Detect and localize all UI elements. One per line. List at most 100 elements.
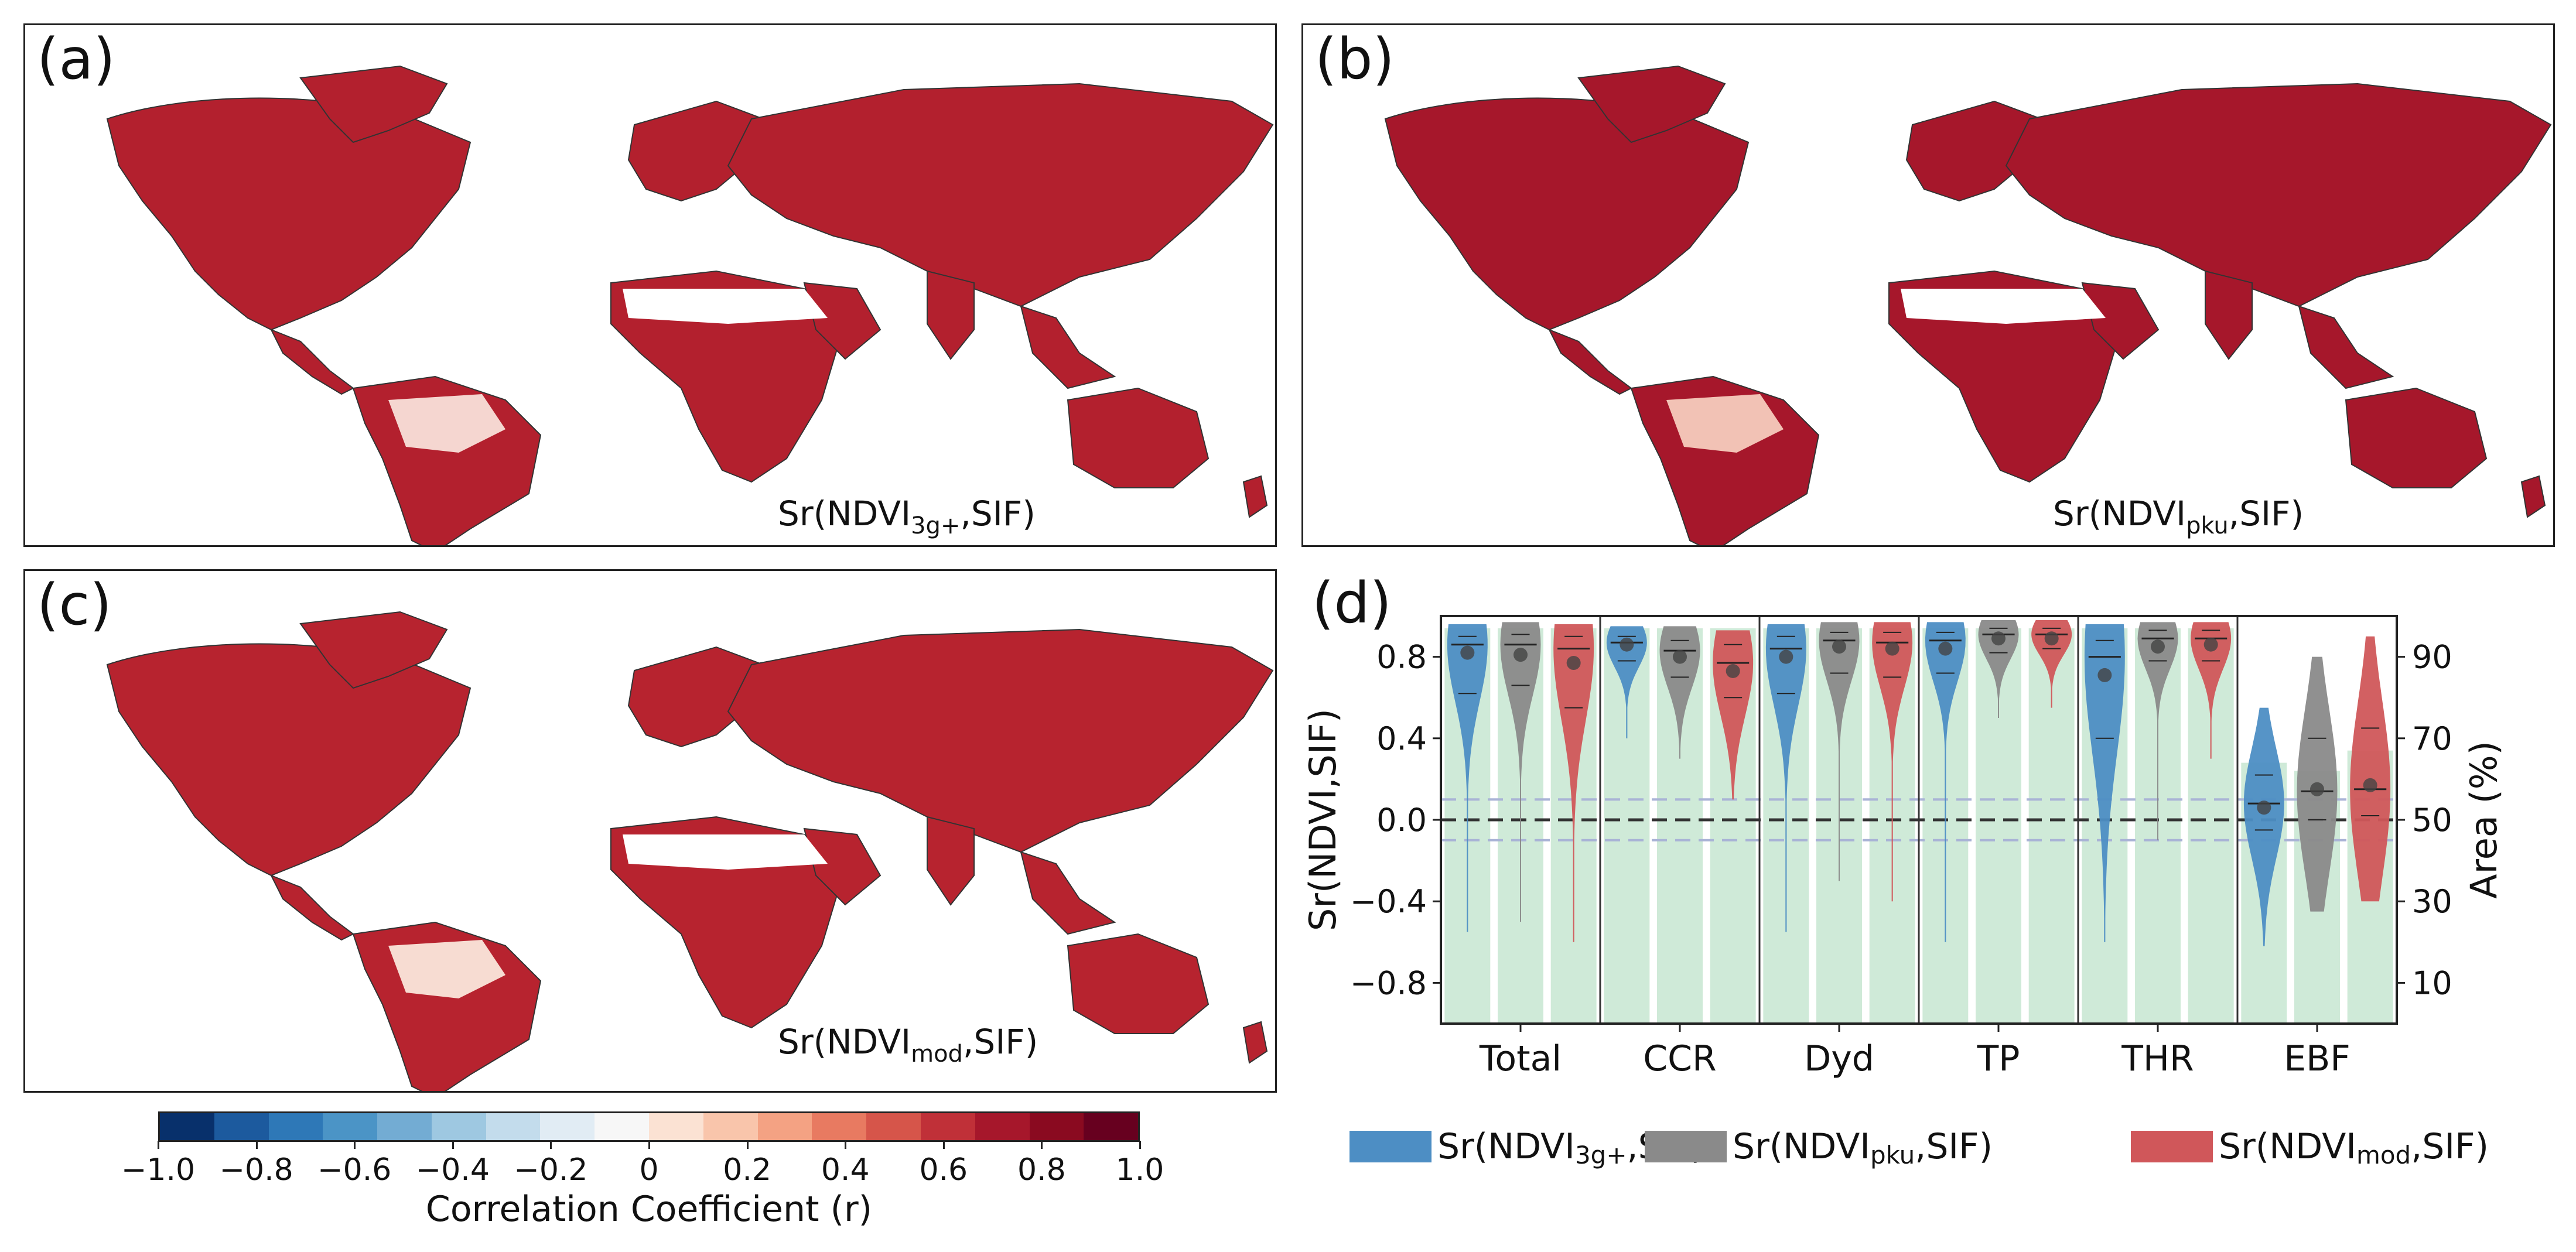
map-panel-a: (a) Sr(NDVI3g+,SIF) (23, 23, 1277, 547)
violin-mean-point (1514, 648, 1528, 662)
violin-mean-point (2257, 801, 2271, 815)
colorbar-segment (540, 1113, 595, 1140)
world-map-a-north-america (106, 97, 472, 331)
violin-mean-point (1673, 649, 1687, 664)
colorbar-tick-mark (942, 1141, 945, 1149)
violin-1 (1978, 620, 2019, 718)
world-map-b-europe (1905, 100, 2042, 202)
y-tick-label: −0.4 (1350, 883, 1427, 920)
violin-2 (2191, 622, 2232, 759)
violin-0 (1606, 626, 1647, 738)
legend-label-part: ,SIF) (1915, 1126, 1993, 1167)
violin-chart: −0.8 −0.4 0.0 0.4 0.8 10 30 50 70 90 Total CCR Dyd TP… (1301, 615, 2505, 1079)
y2-tick-label: 50 (2412, 802, 2452, 839)
x-category-label: THR (2121, 1038, 2194, 1079)
violin-1 (1819, 622, 1860, 881)
colorbar-segment (975, 1113, 1030, 1140)
legend-label-part: Sr(NDVI (2219, 1126, 2356, 1167)
colorbar-segment (160, 1113, 214, 1140)
colorbar-tick-label: 0.6 (919, 1152, 968, 1188)
colorbar-tick-mark (1041, 1141, 1043, 1149)
violin-2 (2031, 620, 2072, 708)
colorbar-tick-label: 0.4 (821, 1152, 870, 1188)
violin-mean-point (1885, 641, 1899, 656)
legend-item: Sr(NDVI mod ,SIF) (2131, 1123, 2489, 1170)
violin-mean-point (2203, 637, 2218, 652)
world-map-c-se-asia (1020, 851, 1116, 935)
violin-mean-point (2044, 631, 2059, 646)
world-map-c-amazon (388, 940, 505, 998)
x-category-label: CCR (1643, 1038, 1716, 1079)
violin-mean-point (1938, 641, 1953, 656)
world-map-b-greenland (1577, 65, 1726, 143)
map-label-a-main: Sr(NDVI (778, 494, 911, 533)
legend-label-part: Sr(NDVI (1437, 1126, 1575, 1167)
world-map-a (106, 65, 1274, 545)
violin-0 (1925, 622, 1966, 942)
world-map-b-amazon (1666, 394, 1784, 453)
world-map-b-arabia (2081, 282, 2160, 360)
world-map-a-amazon (388, 394, 505, 453)
violin-mean-point (1726, 663, 1740, 678)
world-map-a-greenland (299, 65, 448, 143)
world-map-c (106, 611, 1274, 1091)
map-label-a-sub: 3g+ (911, 512, 961, 539)
colorbar-tick-mark (452, 1141, 454, 1149)
world-map-a-india (927, 270, 975, 360)
world-map-c-new-zealand (1242, 1021, 1268, 1064)
violin-mean-point (1832, 639, 1846, 654)
world-map-a-australia (1067, 387, 1210, 488)
map-label-b-main: Sr(NDVI (2053, 494, 2186, 533)
violin-1 (1500, 622, 1541, 922)
map-label-c-main: Sr(NDVI (778, 1022, 911, 1062)
violin-0 (2243, 707, 2284, 946)
colorbar-tick-label: 0.8 (1017, 1152, 1066, 1188)
y2-axis-title: Area (%) (2462, 741, 2505, 899)
world-map-b-se-asia (2298, 305, 2394, 389)
colorbar-segment (1029, 1113, 1084, 1140)
legend-label-part: mod (2356, 1140, 2411, 1169)
legend-label-part: 3g+ (1574, 1140, 1627, 1169)
colorbar-segment (595, 1113, 650, 1140)
world-map-b-india (2205, 270, 2253, 360)
y2-tick-label: 90 (2412, 639, 2452, 676)
colorbar-tick-label: 1.0 (1115, 1152, 1164, 1188)
colorbar-tick-mark (550, 1141, 552, 1149)
colorbar-tick-label: −0.6 (317, 1152, 392, 1188)
violin-mean-point (1779, 649, 1793, 664)
colorbar-segment (1084, 1113, 1139, 1140)
map-label-b-end: ,SIF) (2228, 494, 2304, 533)
colorbar-tick-mark (1139, 1141, 1141, 1149)
violin-mean-point (1460, 645, 1475, 660)
violin-mean-point (1991, 631, 2006, 646)
map-label-c-end: ,SIF) (962, 1022, 1038, 1062)
world-map-c-sahara (623, 834, 828, 870)
colorbar-tick-label: −1.0 (121, 1152, 196, 1188)
world-map-a-new-zealand (1242, 475, 1268, 518)
map-label-c-sub: mod (911, 1041, 963, 1068)
map-panel-b: (b) Sr(NDVIpku,SIF) (1301, 23, 2555, 547)
colorbar-tick-label: 0 (639, 1152, 659, 1188)
panel-letter-c: (c) (37, 572, 112, 638)
world-map-c-europe (627, 646, 764, 748)
violin-2 (2350, 636, 2391, 902)
violin-2 (1713, 630, 1754, 800)
colorbar-tick-mark (845, 1141, 847, 1149)
legend-label-part: ,SIF) (2411, 1126, 2489, 1167)
colorbar-segment (703, 1113, 758, 1140)
colorbar-segment (649, 1113, 703, 1140)
world-map-c-central-america (269, 874, 354, 941)
x-category-label: TP (1977, 1038, 2020, 1079)
panel-letter-a: (a) (37, 26, 115, 92)
colorbar-title: Correlation Coefficient (r) (425, 1189, 873, 1230)
legend-swatch (2131, 1131, 2213, 1162)
colorbar-segment (323, 1113, 378, 1140)
colorbar-tick-mark (648, 1141, 650, 1149)
legend-swatch (1645, 1131, 1727, 1162)
world-map-a-europe (627, 100, 764, 202)
colorbar-tick-label: 0.2 (723, 1152, 771, 1188)
world-map-a-central-america (269, 329, 354, 395)
world-map-a-arabia (803, 282, 882, 360)
world-map-a-sahara (623, 289, 828, 324)
map-label-a-end: ,SIF) (960, 494, 1036, 533)
